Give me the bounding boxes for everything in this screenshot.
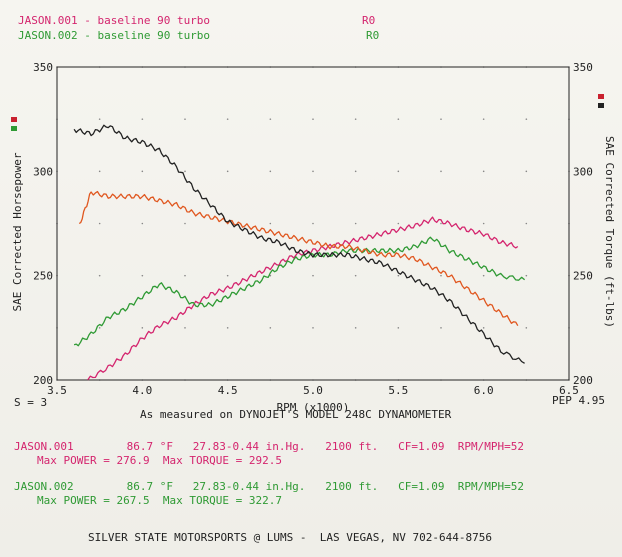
x-tick-label: 3.5: [47, 384, 67, 397]
y-tick-label-left: 350: [33, 61, 53, 74]
grid-dot: [312, 118, 314, 120]
grid-dot: [226, 274, 229, 277]
grid-dot: [312, 170, 314, 173]
grid-dot: [482, 222, 485, 225]
run2-tag: R0: [366, 29, 380, 42]
grid-dot: [440, 118, 442, 120]
run2-header: JASON.002 - baseline 90 turbo: [18, 29, 211, 42]
grid-dot: [226, 170, 229, 173]
grid-dot: [226, 118, 229, 120]
measured-note: As measured on DYNOJET'S MODEL 248C DYNA…: [140, 408, 452, 421]
y-tick-label-right: 350: [573, 61, 593, 74]
grid-dot: [98, 170, 101, 173]
grid-dot: [354, 170, 357, 173]
right-marker-dark: [598, 103, 604, 108]
x-tick-label: 6.5: [559, 384, 579, 397]
grid-dot: [525, 274, 528, 277]
grid-dot: [269, 327, 272, 329]
grid-dot: [354, 327, 357, 329]
run1-max: Max POWER = 276.9 Max TORQUE = 292.5: [37, 454, 283, 467]
chart-series: [73, 124, 526, 381]
run1-info: JASON.001 86.7 °F 27.83-0.44 in.Hg. 2100…: [14, 440, 524, 453]
grid-dot: [525, 170, 528, 173]
grid-dot: [184, 170, 186, 173]
run2-info: JASON.002 86.7 °F 27.83-0.44 in.Hg. 2100…: [14, 480, 524, 493]
chart-ticks: 3.5 4.0 4.5 5.0 5.5 6.0 6.52002503003502002503…: [33, 61, 593, 397]
grid-dot: [354, 222, 357, 225]
shop-info: SILVER STATE MOTORSPORTS @ LUMS - LAS VE…: [88, 531, 492, 544]
grid-dot: [440, 274, 442, 277]
series-line-3: [78, 190, 519, 327]
run2-max: Max POWER = 267.5 Max TORQUE = 322.7: [37, 494, 283, 507]
grid-dot: [482, 327, 485, 329]
series-line-1: [87, 216, 519, 381]
x-tick-label: 6.0: [474, 384, 494, 397]
y-tick-label-right: 200: [573, 374, 593, 387]
grid-dot: [141, 327, 144, 329]
y-tick-label-left: 200: [33, 374, 53, 387]
grid-dot: [269, 222, 272, 225]
plot-frame: [56, 66, 570, 381]
grid-dot: [184, 118, 186, 120]
y-axis-label-right: SAE Corrected Torque (ft-lbs): [603, 136, 616, 328]
pep-label: PEP 4.95: [552, 394, 605, 407]
left-marker-red: [11, 117, 17, 122]
grid-dot: [525, 327, 528, 329]
grid-dot: [312, 222, 314, 225]
grid-dot: [184, 327, 186, 329]
grid-dot: [440, 170, 442, 173]
run1-header: JASON.001 - baseline 90 turbo: [18, 14, 211, 27]
grid-dot: [141, 118, 144, 120]
right-marker-red: [598, 94, 604, 99]
grid-dot: [98, 222, 101, 225]
grid-dot: [98, 327, 101, 329]
x-tick-label: 5.0: [303, 384, 323, 397]
s-label: S = 3: [14, 396, 48, 409]
grid-dot: [312, 274, 314, 277]
grid-dot: [397, 274, 400, 277]
y-tick-label-left: 300: [33, 165, 53, 178]
grid-dot: [354, 118, 357, 120]
grid-dot: [397, 170, 400, 173]
y-tick-label-right: 250: [573, 270, 593, 283]
grid-dot: [184, 222, 186, 225]
series-line-2: [73, 236, 526, 347]
grid-dot: [397, 327, 400, 329]
series-line-4: [73, 124, 525, 364]
chart-grid: [56, 66, 570, 381]
grid-dot: [141, 274, 144, 277]
grid-dot: [141, 222, 144, 225]
grid-dot: [98, 274, 101, 277]
grid-dot: [482, 170, 485, 173]
grid-dot: [269, 118, 272, 120]
run1-tag: R0: [362, 14, 376, 27]
grid-dot: [482, 274, 485, 277]
grid-dot: [269, 170, 272, 173]
x-axis-label: RPM (x1000): [277, 401, 350, 414]
grid-dot: [98, 118, 101, 120]
x-tick-label: 4.5: [218, 384, 238, 397]
x-tick-label: 4.0: [132, 384, 152, 397]
grid-dot: [354, 274, 357, 277]
grid-dot: [397, 118, 400, 120]
y-tick-label-right: 300: [573, 165, 593, 178]
grid-dot: [312, 327, 314, 329]
grid-dot: [525, 118, 528, 120]
grid-dot: [482, 118, 485, 120]
y-axis-label-left: SAE Corrected Horsepower: [11, 152, 24, 311]
grid-dot: [397, 222, 400, 225]
grid-dot: [269, 274, 272, 277]
grid-dot: [226, 327, 229, 329]
grid-dot: [141, 170, 144, 173]
grid-dot: [440, 222, 442, 225]
y-tick-label-left: 250: [33, 270, 53, 283]
grid-dot: [525, 222, 528, 225]
x-tick-label: 5.5: [388, 384, 408, 397]
grid-dot: [184, 274, 186, 277]
grid-dot: [440, 327, 442, 329]
left-marker-green: [11, 126, 17, 131]
